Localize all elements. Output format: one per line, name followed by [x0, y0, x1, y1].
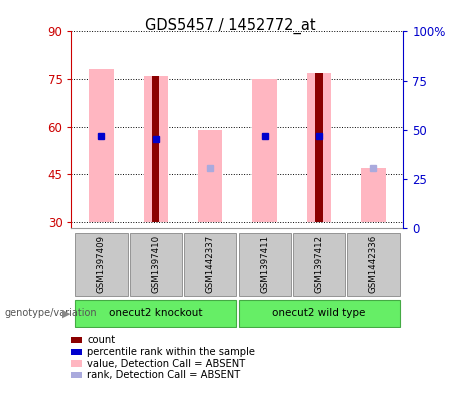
Text: GSM1397409: GSM1397409 [97, 235, 106, 293]
Bar [75, 300, 236, 327]
Text: rank, Detection Call = ABSENT: rank, Detection Call = ABSENT [87, 370, 240, 380]
Text: ▶: ▶ [62, 309, 71, 318]
Text: GSM1397412: GSM1397412 [314, 235, 324, 293]
Text: value, Detection Call = ABSENT: value, Detection Call = ABSENT [87, 358, 245, 369]
Bar [252, 79, 277, 222]
Bar [307, 73, 331, 222]
Text: GDS5457 / 1452772_at: GDS5457 / 1452772_at [145, 18, 316, 34]
Bar [238, 300, 400, 327]
Text: genotype/variation: genotype/variation [5, 309, 97, 318]
Bar [152, 76, 160, 222]
Bar [315, 73, 323, 222]
Text: GSM1397411: GSM1397411 [260, 235, 269, 293]
Bar [143, 76, 168, 222]
Bar [238, 233, 291, 296]
Bar [198, 130, 223, 222]
Text: percentile rank within the sample: percentile rank within the sample [87, 347, 255, 357]
Bar [361, 168, 386, 222]
Text: count: count [87, 335, 115, 345]
Text: GSM1397410: GSM1397410 [151, 235, 160, 293]
Bar [130, 233, 182, 296]
Bar [184, 233, 236, 296]
Bar [89, 70, 113, 222]
Text: onecut2 wild type: onecut2 wild type [272, 309, 366, 318]
Text: GSM1442336: GSM1442336 [369, 235, 378, 294]
Bar [75, 233, 128, 296]
Text: onecut2 knockout: onecut2 knockout [109, 309, 202, 318]
Text: GSM1442337: GSM1442337 [206, 235, 215, 294]
Bar [293, 233, 345, 296]
Bar [347, 233, 400, 296]
